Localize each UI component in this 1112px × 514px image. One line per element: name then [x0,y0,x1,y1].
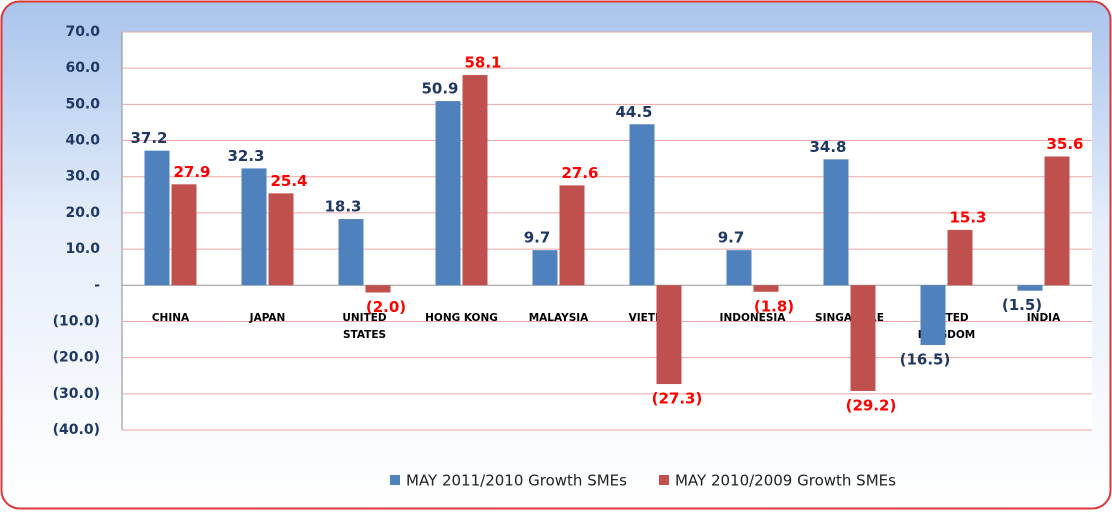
data-label: 35.6 [1046,135,1083,153]
x-tick-label: INDIA [1027,312,1061,324]
data-label: 37.2 [130,129,167,147]
data-label: 32.3 [227,147,264,165]
x-tick-label: CHINA [152,312,190,324]
legend-label: MAY 2010/2009 Growth SMEs [675,472,896,490]
legend-label: MAY 2011/2010 Growth SMEs [406,472,627,490]
data-label: 50.9 [421,80,458,98]
y-tick-label: (30.0) [53,386,100,402]
x-tick-label: UNITED STATES [342,312,387,341]
data-label: 27.6 [561,164,598,182]
bar [920,285,946,345]
bar [268,193,294,286]
data-label: 9.7 [524,229,551,247]
x-tick-label: JAPAN [249,312,286,324]
x-tick-label: HONG KONG [425,312,498,324]
data-label: 34.8 [809,138,846,156]
y-tick-label: 50.0 [65,96,100,112]
y-tick-label: 20.0 [65,205,100,221]
data-label: (1.5) [1002,296,1042,314]
y-tick-label: (10.0) [53,313,100,329]
y-tick-label: 10.0 [65,241,100,257]
bar [171,184,197,286]
bar [726,250,752,286]
data-label: (29.2) [846,396,897,414]
bar [947,229,973,286]
bar [629,124,655,286]
data-label: 15.3 [949,208,986,226]
bar [656,285,682,385]
y-tick-label: (40.0) [53,422,100,438]
y-tick-label: 70.0 [65,24,100,40]
bar [753,285,779,292]
bar [435,101,461,286]
data-label: (1.8) [754,297,794,315]
data-label: 25.4 [270,172,307,190]
data-label: 9.7 [718,229,745,247]
bar [559,185,585,286]
data-label: 27.9 [173,163,210,181]
y-tick-label: - [94,277,100,293]
bar [1017,285,1043,291]
bar [338,219,364,286]
legend-swatch [658,475,669,485]
legend-swatch [390,475,400,485]
bar [365,285,391,293]
y-tick-label: 40.0 [65,133,100,149]
bar [823,159,849,286]
x-tick-label: MALAYSIA [529,312,589,324]
bar [532,250,558,286]
bar [1044,156,1070,286]
bar [462,75,488,286]
bar [144,150,170,286]
bar [241,168,267,286]
data-label: 18.3 [324,198,361,216]
y-tick-label: 60.0 [65,60,100,76]
bar [850,285,876,391]
data-label: (16.5) [900,350,951,368]
plot-area [122,32,1092,430]
y-tick-label: (20.0) [53,350,100,366]
x-tick-label: INDONESIA [720,312,787,324]
data-label: (2.0) [366,298,406,316]
data-label: 58.1 [464,54,501,72]
y-tick-label: 30.0 [65,169,100,185]
data-label: (27.3) [652,390,703,408]
data-label: 44.5 [615,103,652,121]
